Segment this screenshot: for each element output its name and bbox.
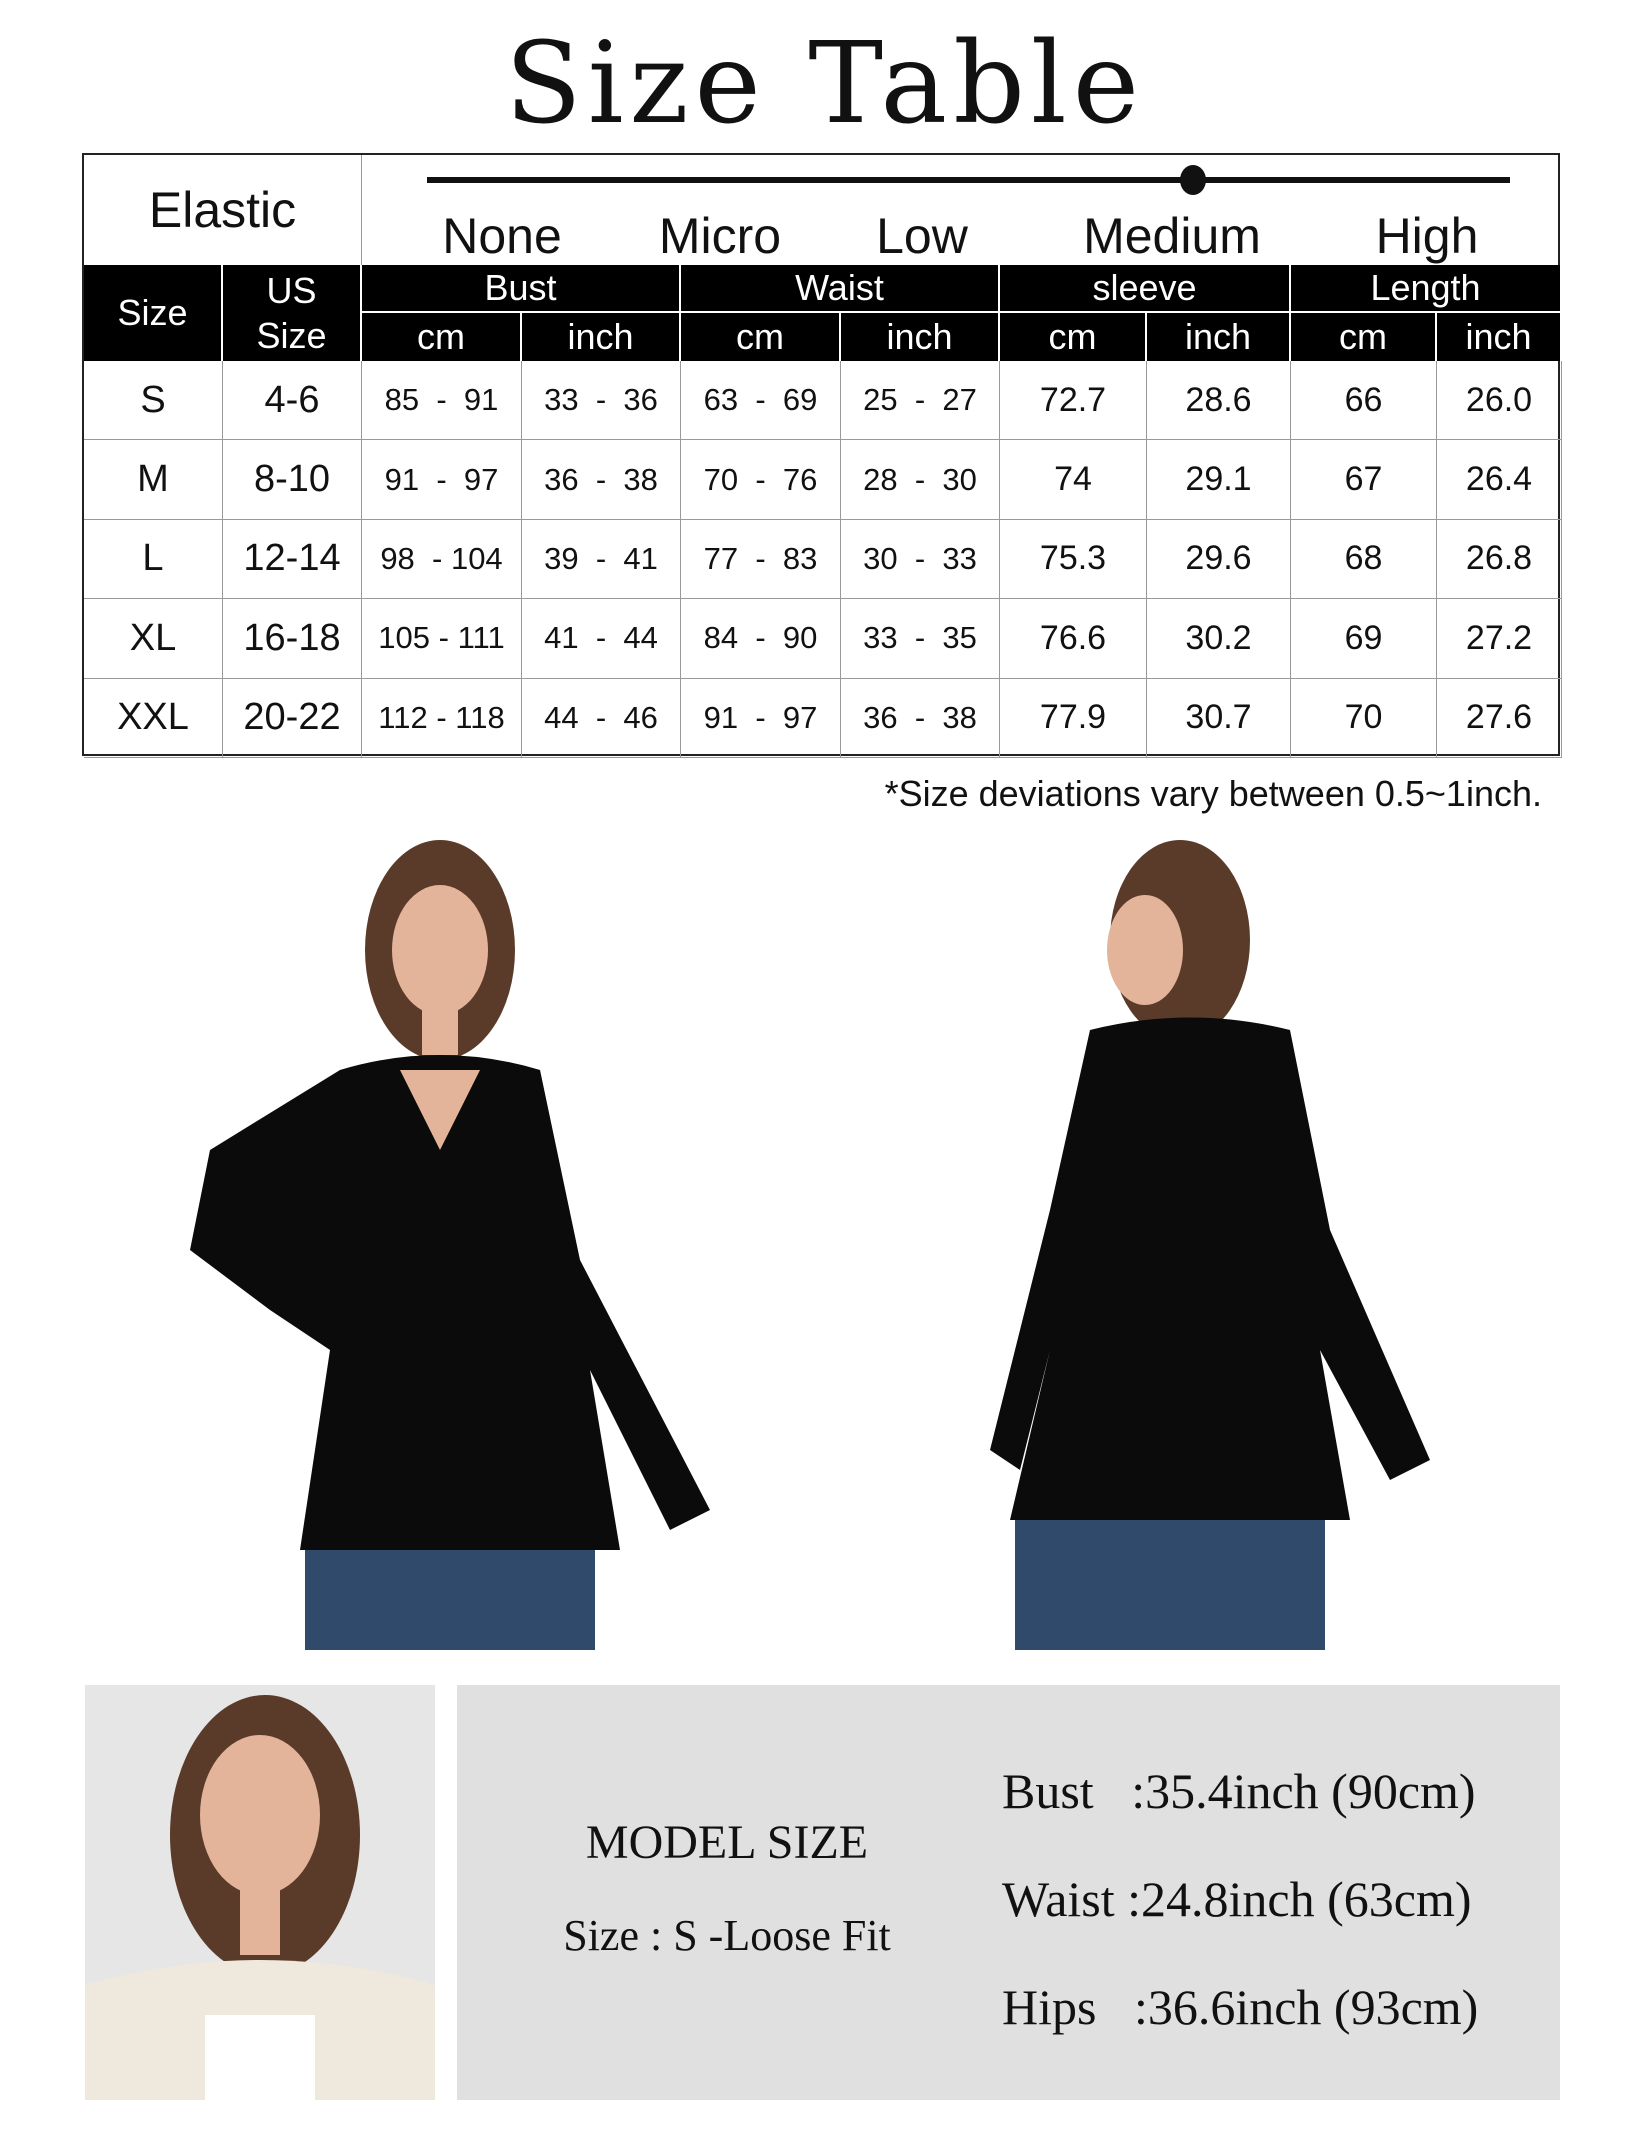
table-cell: 66 — [1291, 361, 1437, 441]
elastic-level-high: High — [1375, 207, 1479, 264]
table-cell: 36 - 38 — [522, 440, 681, 520]
header-unit-inch: inch — [841, 313, 1000, 361]
table-cell: 16-18 — [223, 599, 362, 679]
model-front-photo — [190, 840, 710, 1650]
table-cell: 33 - 36 — [522, 361, 681, 441]
table-cell: 30.2 — [1147, 599, 1291, 679]
table-cell: 63 - 69 — [681, 361, 841, 441]
elastic-level-low: Low — [876, 207, 968, 264]
elastic-scale-line — [427, 177, 1510, 183]
table-cell: 8-10 — [223, 440, 362, 520]
table-cell: 26.0 — [1437, 361, 1562, 441]
header-bust: Bust — [362, 265, 681, 313]
table-cell: 20-22 — [223, 678, 362, 758]
model-back-photo — [990, 840, 1430, 1650]
table-cell: 26.4 — [1437, 440, 1562, 520]
table-cell: 27.2 — [1437, 599, 1562, 679]
page-title: Size Table — [504, 19, 1145, 149]
header-unit-inch: inch — [1437, 313, 1562, 361]
header-unit-cm: cm — [1291, 313, 1437, 361]
size-cell: M — [84, 440, 223, 520]
model-bust: Bust :35.4inch (90cm) — [1002, 1763, 1476, 1819]
model-hips: Hips :36.6inch (93cm) — [1002, 1979, 1479, 2035]
table-cell: 91 - 97 — [681, 678, 841, 758]
table-cell: 77.9 — [1000, 678, 1147, 758]
header-unit-cm: cm — [362, 313, 522, 361]
table-cell: 25 - 27 — [841, 361, 1000, 441]
table-cell: 33 - 35 — [841, 599, 1000, 679]
table-cell: 41 - 44 — [522, 599, 681, 679]
model-size-panel: MODEL SIZE Size : S -Loose Fit Bust :35.… — [457, 1685, 1560, 2100]
elastic-level-marker — [1180, 165, 1206, 195]
table-cell: 27.6 — [1437, 678, 1562, 758]
table-cell: 28.6 — [1147, 361, 1291, 441]
table-cell: 68 — [1291, 519, 1437, 600]
table-cell: 30 - 33 — [841, 519, 1000, 600]
table-cell: 112 - 118 — [362, 678, 522, 758]
table-cell: 76.6 — [1000, 599, 1147, 679]
table-cell: 70 — [1291, 678, 1437, 758]
size-cell: XXL — [84, 678, 223, 758]
header-length: Length — [1291, 265, 1562, 313]
size-cell: XL — [84, 599, 223, 679]
table-cell: 91 - 97 — [362, 440, 522, 520]
header-unit-inch: inch — [1147, 313, 1291, 361]
size-cell: L — [84, 519, 223, 600]
table-cell: 39 - 41 — [522, 519, 681, 600]
table-cell: 4-6 — [223, 361, 362, 441]
table-cell: 85 - 91 — [362, 361, 522, 441]
table-cell: 70 - 76 — [681, 440, 841, 520]
table-cell: 69 — [1291, 599, 1437, 679]
header-unit-cm: cm — [681, 313, 841, 361]
elastic-level-none: None — [442, 207, 562, 264]
header-us-size: US Size — [223, 265, 362, 361]
elastic-level-medium: Medium — [1083, 207, 1261, 264]
size-table: Elastic None Micro Low Medium High Size US Size… — [82, 153, 1562, 758]
header-size: Size — [84, 265, 223, 361]
table-cell: 74 — [1000, 440, 1147, 520]
model-portrait-photo — [85, 1685, 435, 2100]
table-cell: 72.7 — [1000, 361, 1147, 441]
table-cell: 98 - 104 — [362, 519, 522, 600]
table-cell: 105 - 111 — [362, 599, 522, 679]
table-cell: 29.1 — [1147, 440, 1291, 520]
model-waist: Waist :24.8inch (63cm) — [1002, 1871, 1472, 1927]
model-size-heading: MODEL SIZE — [585, 1816, 869, 1869]
table-cell: 77 - 83 — [681, 519, 841, 600]
model-size-value: Size : S -Loose Fit — [563, 1911, 891, 1960]
elastic-label: Elastic — [84, 155, 362, 265]
table-cell: 36 - 38 — [841, 678, 1000, 758]
table-cell: 84 - 90 — [681, 599, 841, 679]
table-cell: 30.7 — [1147, 678, 1291, 758]
elastic-level-micro: Micro — [658, 207, 782, 264]
table-cell: 29.6 — [1147, 519, 1291, 600]
header-sleeve: sleeve — [1000, 265, 1291, 313]
table-cell: 12-14 — [223, 519, 362, 600]
table-cell: 28 - 30 — [841, 440, 1000, 520]
size-note: *Size deviations vary between 0.5~1inch. — [884, 773, 1542, 814]
table-cell: 44 - 46 — [522, 678, 681, 758]
table-cell: 26.8 — [1437, 519, 1562, 600]
header-unit-inch: inch — [522, 313, 681, 361]
size-cell: S — [84, 361, 223, 441]
table-cell: 75.3 — [1000, 519, 1147, 600]
table-cell: 67 — [1291, 440, 1437, 520]
header-unit-cm: cm — [1000, 313, 1147, 361]
header-waist: Waist — [681, 265, 1000, 313]
